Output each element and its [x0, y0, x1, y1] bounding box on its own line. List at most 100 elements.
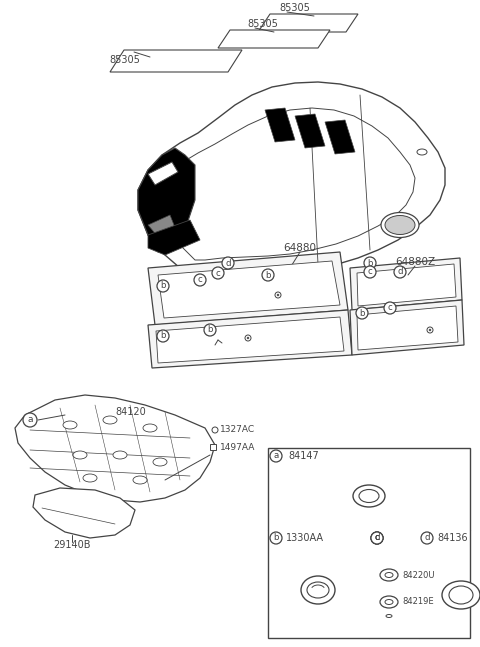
Text: 64880Z: 64880Z: [395, 257, 435, 267]
Text: b: b: [367, 259, 373, 267]
Ellipse shape: [113, 451, 127, 459]
Polygon shape: [148, 310, 352, 368]
Circle shape: [157, 330, 169, 342]
Polygon shape: [350, 300, 464, 355]
Circle shape: [212, 427, 218, 433]
Text: 64880: 64880: [284, 243, 316, 253]
Text: c: c: [388, 303, 392, 313]
Text: c: c: [368, 267, 372, 276]
Circle shape: [204, 324, 216, 336]
Text: b: b: [273, 534, 279, 542]
Text: 84220U: 84220U: [402, 571, 434, 580]
Circle shape: [212, 267, 224, 279]
Ellipse shape: [155, 232, 181, 248]
Ellipse shape: [133, 476, 147, 484]
Polygon shape: [148, 215, 178, 245]
Polygon shape: [357, 264, 456, 306]
Text: 1497AA: 1497AA: [220, 443, 255, 452]
Circle shape: [371, 532, 383, 544]
Circle shape: [394, 266, 406, 278]
Circle shape: [421, 532, 433, 544]
Circle shape: [277, 294, 279, 296]
Polygon shape: [33, 488, 135, 538]
Text: c: c: [198, 276, 203, 285]
Circle shape: [270, 450, 282, 462]
Circle shape: [23, 413, 37, 427]
Text: d: d: [424, 534, 430, 542]
Ellipse shape: [301, 576, 335, 604]
Ellipse shape: [73, 451, 87, 459]
Ellipse shape: [83, 474, 97, 482]
Circle shape: [270, 532, 282, 544]
Text: c: c: [216, 269, 220, 278]
Circle shape: [245, 335, 251, 341]
Polygon shape: [138, 82, 445, 270]
Polygon shape: [148, 220, 200, 255]
Polygon shape: [110, 50, 242, 72]
Ellipse shape: [380, 596, 398, 608]
Ellipse shape: [63, 421, 77, 429]
Bar: [268, 448, 470, 638]
Ellipse shape: [353, 485, 385, 507]
Text: a: a: [27, 415, 33, 424]
Text: b: b: [160, 331, 166, 340]
Text: d: d: [225, 259, 231, 267]
Circle shape: [384, 302, 396, 314]
Circle shape: [222, 257, 234, 269]
Ellipse shape: [385, 573, 393, 578]
Text: 84136: 84136: [437, 533, 468, 543]
Polygon shape: [350, 258, 462, 310]
Ellipse shape: [386, 615, 392, 617]
Polygon shape: [218, 30, 330, 48]
Polygon shape: [138, 148, 195, 252]
Ellipse shape: [143, 424, 157, 432]
Text: 85305: 85305: [248, 19, 278, 29]
Ellipse shape: [449, 586, 473, 604]
Text: 85305: 85305: [279, 3, 311, 13]
Text: a: a: [274, 452, 278, 461]
Ellipse shape: [103, 416, 117, 424]
Circle shape: [247, 337, 249, 339]
Circle shape: [364, 266, 376, 278]
Ellipse shape: [381, 212, 419, 237]
Text: d: d: [374, 534, 380, 542]
Ellipse shape: [442, 581, 480, 609]
Ellipse shape: [359, 490, 379, 503]
Circle shape: [371, 532, 383, 544]
Text: 1327AC: 1327AC: [220, 426, 255, 435]
Polygon shape: [158, 261, 340, 318]
Circle shape: [194, 274, 206, 286]
Circle shape: [356, 307, 368, 319]
Text: c: c: [374, 534, 379, 542]
Text: b: b: [265, 270, 271, 280]
Circle shape: [364, 257, 376, 269]
Polygon shape: [148, 252, 348, 325]
Text: 84219E: 84219E: [402, 597, 433, 606]
Ellipse shape: [417, 149, 427, 155]
Circle shape: [427, 327, 433, 333]
Ellipse shape: [153, 458, 167, 466]
Text: b: b: [359, 309, 365, 318]
Bar: [210, 444, 216, 450]
Text: c: c: [374, 534, 379, 542]
Text: b: b: [160, 281, 166, 291]
Text: 85305: 85305: [109, 55, 141, 65]
Polygon shape: [156, 317, 344, 363]
Polygon shape: [265, 108, 295, 142]
Circle shape: [157, 280, 169, 292]
Circle shape: [429, 329, 431, 331]
Text: b: b: [207, 325, 213, 334]
Polygon shape: [148, 162, 178, 185]
Circle shape: [275, 292, 281, 298]
Polygon shape: [295, 114, 325, 148]
Polygon shape: [325, 120, 355, 154]
Circle shape: [371, 532, 383, 544]
Ellipse shape: [380, 569, 398, 581]
Polygon shape: [160, 108, 415, 260]
Text: 84147: 84147: [288, 451, 319, 461]
Polygon shape: [357, 306, 458, 350]
Polygon shape: [258, 14, 358, 32]
Text: 84120: 84120: [115, 407, 146, 417]
Ellipse shape: [307, 582, 329, 598]
Text: 29140B: 29140B: [53, 540, 91, 550]
